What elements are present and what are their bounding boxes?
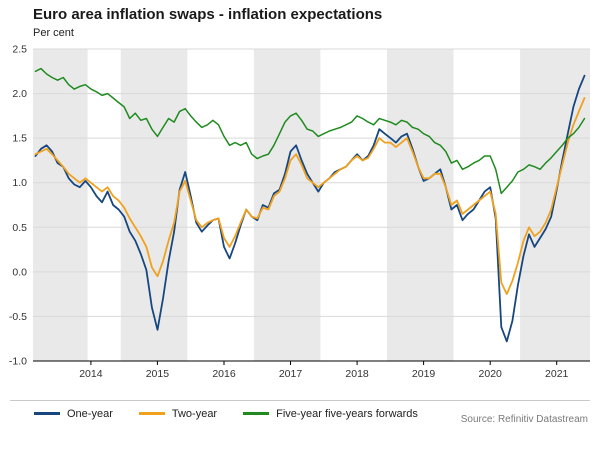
shaded-band [120, 48, 188, 361]
chart-subtitle: Per cent [33, 26, 74, 39]
legend-label: Five-year five-years forwards [276, 407, 418, 420]
chart-svg: -1.0 -0.5 0.0 0.5 1.0 1.5 2.0 2.5 2014 2015 2016 20… [9, 43, 590, 380]
legend-items: One-year Two-year Five-year five-years for… [34, 408, 418, 420]
legend-item: One-year [34, 408, 113, 420]
chart-title: Euro area inflation swaps - inflation ex… [33, 6, 383, 23]
chart-header: Euro area inflation swaps - inflation ex… [0, 6, 600, 39]
shaded-band [520, 48, 590, 361]
y-tick-label: 1.0 [12, 177, 27, 189]
y-tick-label: 1.5 [12, 132, 27, 144]
y-tick-label: 2.0 [12, 88, 27, 100]
y-tick-label: 0.5 [12, 222, 27, 234]
x-tick-label: 2021 [545, 368, 569, 380]
series-line-two-year [34, 96, 586, 295]
legend-label: Two-year [171, 407, 218, 420]
x-tick-label: 2018 [345, 368, 369, 380]
y-tick-label: 0.0 [12, 266, 27, 278]
shaded-band [33, 48, 88, 361]
series-line-five-year-five-years-forwards [34, 67, 586, 194]
x-tick-label: 2014 [79, 368, 103, 380]
legend-label: One-year [67, 407, 113, 420]
y-tick-label: 2.5 [12, 43, 27, 55]
shaded-band [253, 48, 321, 361]
x-tick-label: 2016 [212, 368, 236, 380]
source-text: Source: Refinitiv Datastream [460, 413, 588, 425]
y-tick-label: -0.5 [9, 311, 27, 323]
x-tick-label: 2015 [146, 368, 170, 380]
legend-item: Two-year [138, 407, 218, 420]
legend-swatch-icon [243, 412, 270, 416]
x-tick-label: 2017 [279, 368, 303, 380]
legend-swatch-icon [34, 412, 60, 416]
shaded-band [387, 48, 454, 361]
legend-item: Five-year five-years forwards [243, 408, 418, 420]
legend: One-year Two-year Five-year five-years for… [10, 399, 590, 425]
y-tick-label: -1.0 [9, 355, 27, 367]
legend-swatch-icon [138, 412, 165, 416]
x-tick-label: 2020 [479, 368, 503, 380]
x-tick-label: 2019 [412, 368, 436, 380]
